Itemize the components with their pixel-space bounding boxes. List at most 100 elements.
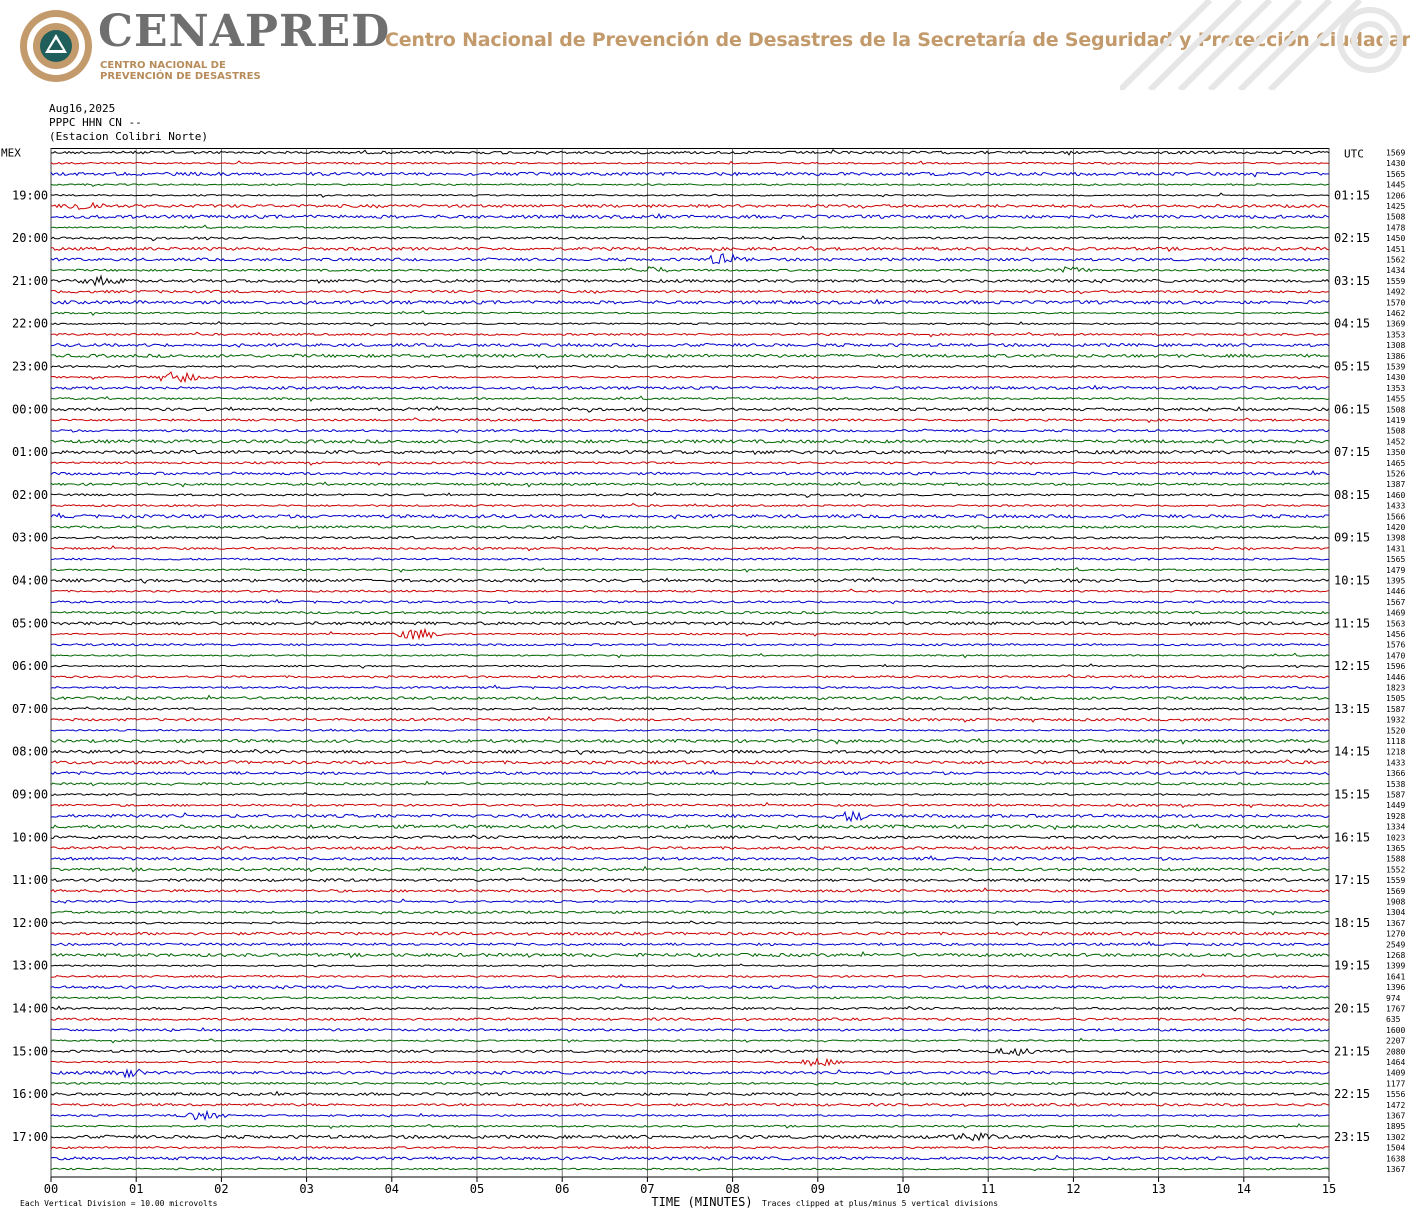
mex-hour-label: 11:00 <box>12 873 48 887</box>
seismic-trace <box>50 780 1330 787</box>
trace-value: 1508 <box>1386 213 1405 222</box>
mex-hour-label: 04:00 <box>12 574 48 588</box>
utc-hour-label: 08:15 <box>1334 488 1370 502</box>
x-tick-label: 03 <box>299 1182 313 1196</box>
trace-value: 1508 <box>1386 427 1405 436</box>
trace-value: 1559 <box>1386 277 1405 286</box>
trace-value: 1569 <box>1386 887 1405 896</box>
trace-value: 1218 <box>1386 748 1405 757</box>
trace-value: 1353 <box>1386 384 1405 393</box>
trace-value: 1446 <box>1386 673 1405 682</box>
seismic-trace <box>50 1167 1330 1172</box>
logo-subtitle-line-1: CENTRO NACIONAL DE <box>100 60 226 71</box>
trace-value: 1367 <box>1386 1112 1405 1121</box>
trace-value: 1451 <box>1386 245 1405 254</box>
seismic-trace <box>50 265 1330 274</box>
seismic-trace <box>50 694 1330 701</box>
trace-value: 1600 <box>1386 1026 1405 1035</box>
seismic-trace <box>50 652 1330 659</box>
mex-hour-label: 19:00 <box>12 188 48 202</box>
seismic-trace <box>50 395 1330 402</box>
mex-hour-label: 16:00 <box>12 1087 48 1101</box>
trace-value: 1449 <box>1386 801 1405 810</box>
mex-hour-label: 07:00 <box>12 702 48 716</box>
trace-value: 1526 <box>1386 470 1405 479</box>
utc-hour-label: 07:15 <box>1334 445 1370 459</box>
mex-hour-label: 09:00 <box>12 788 48 802</box>
trace-value: 1570 <box>1386 298 1405 307</box>
seismic-trace <box>50 588 1330 593</box>
trace-value: 2080 <box>1386 1047 1405 1056</box>
seismic-trace <box>50 1109 1330 1122</box>
mex-hour-label: 23:00 <box>12 360 48 374</box>
seismic-trace <box>50 759 1330 765</box>
seismic-trace <box>50 235 1330 242</box>
seismic-trace <box>50 1017 1330 1022</box>
mex-hour-label: 14:00 <box>12 1002 48 1016</box>
seismic-trace <box>50 331 1330 338</box>
trace-value: 1638 <box>1386 1154 1405 1163</box>
channel-code: PPPC HHN CN -- <box>49 116 142 129</box>
seismic-trace <box>50 576 1330 585</box>
seismic-trace <box>50 525 1330 529</box>
seismic-trace <box>50 224 1330 230</box>
seismic-trace <box>50 769 1330 776</box>
x-tick-label: 07 <box>640 1182 654 1196</box>
x-tick-label: 09 <box>811 1182 825 1196</box>
seismic-trace <box>50 920 1330 926</box>
clip-note: Traces clipped at plus/minus 5 vertical … <box>762 1199 998 1208</box>
x-tick-label: 12 <box>1066 1182 1080 1196</box>
x-tick-label: 08 <box>725 1182 739 1196</box>
seismic-trace <box>50 931 1330 936</box>
seismic-trace <box>50 502 1330 508</box>
seismic-trace <box>50 201 1330 210</box>
mex-hour-label: 01:00 <box>12 445 48 459</box>
utc-axis-label: UTC <box>1344 148 1364 161</box>
utc-hour-label: 20:15 <box>1334 1002 1370 1016</box>
seismic-trace <box>50 320 1330 327</box>
trace-value: 1270 <box>1386 930 1405 939</box>
seismic-trace <box>50 684 1330 690</box>
decorative-pattern-icon <box>1120 0 1403 90</box>
x-tick-label: 15 <box>1322 1182 1336 1196</box>
trace-value: 1304 <box>1386 908 1405 917</box>
trace-value: 1563 <box>1386 619 1405 628</box>
logo-subtitle-line-2: PREVENCIÓN DE DESASTRES <box>100 71 261 82</box>
station-name: (Estacion Colibri Norte) <box>49 130 208 143</box>
trace-value: 1386 <box>1386 352 1405 361</box>
seismic-trace <box>50 149 1330 156</box>
trace-value: 1177 <box>1386 1079 1405 1088</box>
seismic-trace <box>50 963 1330 968</box>
seismic-trace <box>50 1154 1330 1161</box>
mex-hour-label: 02:00 <box>12 488 48 502</box>
seismic-trace <box>50 384 1330 390</box>
utc-hour-label: 15:15 <box>1334 788 1370 802</box>
seismic-trace <box>50 310 1330 316</box>
trace-value: 1908 <box>1386 898 1405 907</box>
trace-value: 1350 <box>1386 448 1405 457</box>
seismic-trace <box>50 182 1330 187</box>
mex-hour-label: 05:00 <box>12 616 48 630</box>
trace-value: 1433 <box>1386 502 1405 511</box>
mex-hour-label: 08:00 <box>12 745 48 759</box>
logo-wordmark: CENAPRED <box>98 6 391 57</box>
mex-hour-label: 12:00 <box>12 916 48 930</box>
trace-value: 1539 <box>1386 363 1405 372</box>
seismic-trace <box>50 1057 1330 1067</box>
utc-hour-label: 02:15 <box>1334 231 1370 245</box>
seismic-trace <box>50 716 1330 723</box>
trace-value: 1455 <box>1386 395 1405 404</box>
trace-value: 1505 <box>1386 694 1405 703</box>
trace-value: 1567 <box>1386 598 1405 607</box>
trace-value: 1538 <box>1386 780 1405 789</box>
trace-value: 1469 <box>1386 609 1405 618</box>
x-tick-label: 05 <box>470 1182 484 1196</box>
utc-hour-label: 14:15 <box>1334 745 1370 759</box>
seismic-trace <box>50 983 1330 990</box>
seismic-trace <box>50 1068 1330 1079</box>
trace-value: 1366 <box>1386 769 1405 778</box>
seismic-trace <box>50 910 1330 916</box>
trace-value: 1369 <box>1386 320 1405 329</box>
mex-hour-label: 20:00 <box>12 231 48 245</box>
